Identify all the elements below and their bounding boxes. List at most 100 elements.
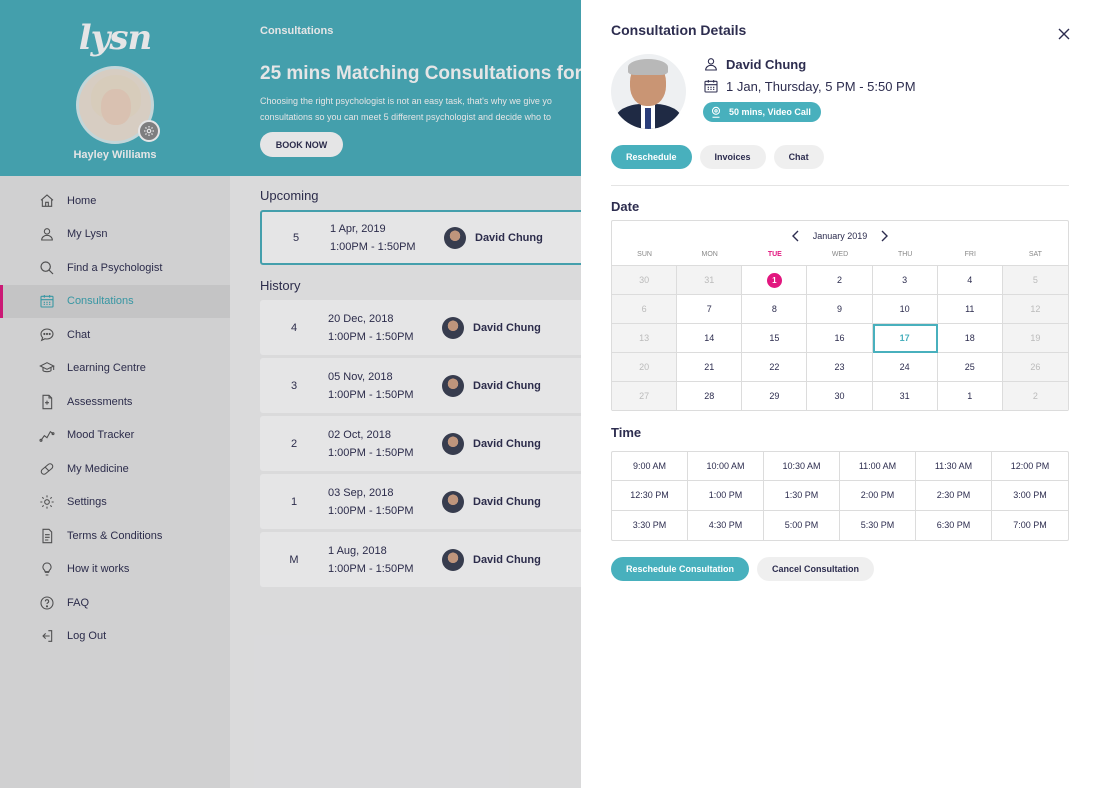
time-slot[interactable]: 1:30 PM [764,481,840,511]
logo[interactable]: lysn [78,18,153,58]
doctor-info: David Chung [703,56,806,72]
time-slot[interactable]: 1:00 PM [688,481,764,511]
time-slot[interactable]: 10:00 AM [688,452,764,482]
sidebar-item-label: Mood Tracker [67,429,135,442]
consultation-card[interactable]: 1 03 Sep, 2018 1:00PM - 1:50PM David Chu… [260,474,600,529]
close-icon[interactable] [1056,27,1072,43]
calendar-day[interactable]: 18 [937,324,1003,353]
sidebar-item-home[interactable]: Home [0,184,230,218]
consultation-card[interactable]: 4 20 Dec, 2018 1:00PM - 1:50PM David Chu… [260,300,600,355]
consultation-date: 03 Sep, 2018 [328,486,394,499]
time-slot[interactable]: 11:30 AM [916,452,992,482]
calendar-day[interactable]: 4 [937,266,1003,295]
consultation-card[interactable]: 2 02 Oct, 2018 1:00PM - 1:50PM David Chu… [260,416,600,471]
calendar-day[interactable]: 10 [872,295,938,324]
calendar-day-number: 11 [965,304,975,314]
bulb-icon [38,560,56,578]
calendar-day-selected[interactable]: 17 [872,324,938,353]
sidebar-nav: Home My Lysn Find a Psychologist Consult… [0,176,230,653]
time-slot[interactable]: 9:00 AM [612,452,688,482]
time-slot-grid: 9:00 AM 10:00 AM 10:30 AM 11:00 AM 11:30 AM 1… [611,451,1069,541]
time-slot[interactable]: 12:00 PM [992,452,1068,482]
time-slot[interactable]: 7:00 PM [1013,520,1047,531]
calendar-day[interactable]: 8 [742,295,808,324]
calendar-day[interactable]: 7 [677,295,743,324]
doctor-name: David Chung [473,495,541,508]
user-name: Hayley Williams [73,149,157,161]
calendar-day[interactable]: 24 [872,353,938,382]
assessment-icon [38,393,56,411]
calendar-day-today[interactable]: 1 [742,266,808,295]
calendar-day: 30 [612,266,678,295]
calendar-day[interactable]: 30 [807,382,873,411]
time-slot[interactable]: 4:30 PM [688,510,764,540]
calendar-day[interactable]: 15 [742,324,808,353]
calendar-day[interactable]: 29 [742,382,808,411]
weekday-label: SUN [637,251,652,258]
time-slot[interactable]: 12:30 PM [612,481,688,511]
sidebar-item-chat[interactable]: Chat [0,318,230,352]
calendar-day[interactable]: 2 [807,266,873,295]
sidebar-item-label: My Medicine [67,462,129,475]
sidebar-item-terms[interactable]: Terms & Conditions [0,519,230,553]
sidebar-item-learning-centre[interactable]: Learning Centre [0,352,230,386]
consultation-card[interactable]: 5 1 Apr, 2019 1:00PM - 1:50PM David Chun… [260,210,600,265]
sidebar-item-find-psychologist[interactable]: Find a Psychologist [0,251,230,285]
time-slot[interactable]: 6:30 PM [916,510,992,540]
doctor-avatar [442,548,464,571]
calendar-day[interactable]: 11 [937,295,1003,324]
calendar-day[interactable]: 9 [807,295,873,324]
chevron-right-icon[interactable] [875,226,895,246]
time-slot[interactable]: 5:30 PM [840,510,916,540]
time-slot[interactable]: 3:30 PM [612,510,688,540]
consultation-card[interactable]: M 1 Aug, 2018 1:00PM - 1:50PM David Chun… [260,532,600,587]
calendar-day[interactable]: 23 [807,353,873,382]
consultation-card[interactable]: 3 05 Nov, 2018 1:00PM - 1:50PM David Chu… [260,358,600,413]
calendar-day[interactable]: 1 [937,382,1003,411]
sidebar-item-my-lysn[interactable]: My Lysn [0,218,230,252]
sidebar-item-faq[interactable]: FAQ [0,586,230,620]
gear-icon [38,493,56,511]
pill-icon [38,460,56,478]
calendar-day-number: 9 [836,304,842,314]
tab-reschedule[interactable]: Reschedule [611,145,692,169]
calendar-day[interactable]: 28 [677,382,743,411]
sidebar-item-mood-tracker[interactable]: Mood Tracker [0,419,230,453]
session-type-badge: 50 mins, Video Call [703,102,821,122]
time-slot[interactable]: 2:30 PM [916,481,992,511]
time-slot[interactable]: 11:00 AM [840,452,916,482]
calendar-day-number: 4 [967,275,973,285]
consultation-number: 3 [290,379,298,392]
tab-invoices[interactable]: Invoices [699,145,766,169]
history-heading: History [260,278,301,293]
calendar-day[interactable]: 3 [872,266,938,295]
sidebar-item-settings[interactable]: Settings [0,486,230,520]
sidebar-item-assessments[interactable]: Assessments [0,385,230,419]
calendar-day[interactable]: 25 [937,353,1003,382]
calendar-day[interactable]: 21 [677,353,743,382]
book-now-button[interactable]: BOOK NOW [260,132,343,157]
calendar-day[interactable]: 31 [872,382,938,411]
time-slot[interactable]: 10:30 AM [764,452,840,482]
reschedule-consultation-button[interactable]: Reschedule Consultation [611,557,750,581]
calendar-day[interactable]: 16 [807,324,873,353]
calendar-days: 30 31 1 2 3 4 5 6 7 8 9 10 11 12 13 14 15 16 17 18 19 20 21 22 2… [612,265,1068,411]
sidebar-item-log-out[interactable]: Log Out [0,620,230,654]
sidebar-item-consultations[interactable]: Consultations [0,284,230,318]
date-heading: Date [611,199,640,214]
time-slot[interactable]: 2:00 PM [840,481,916,511]
profile-settings-icon[interactable] [138,120,160,142]
sidebar-item-my-medicine[interactable]: My Medicine [0,452,230,486]
chevron-left-icon[interactable] [785,226,805,246]
sidebar-item-how-it-works[interactable]: How it works [0,553,230,587]
calendar-day[interactable]: 14 [677,324,743,353]
time-slot[interactable]: 3:00 PM [992,481,1068,511]
time-slot[interactable]: 5:00 PM [764,510,840,540]
calendar-icon [38,292,56,310]
consultation-when: 02 Oct, 2018 1:00PM - 1:50PM [328,426,442,462]
consultation-number: 4 [290,321,298,334]
calendar-day[interactable]: 22 [742,353,808,382]
tab-chat[interactable]: Chat [773,145,824,169]
cancel-consultation-button[interactable]: Cancel Consultation [757,557,875,581]
logout-icon [38,627,56,645]
